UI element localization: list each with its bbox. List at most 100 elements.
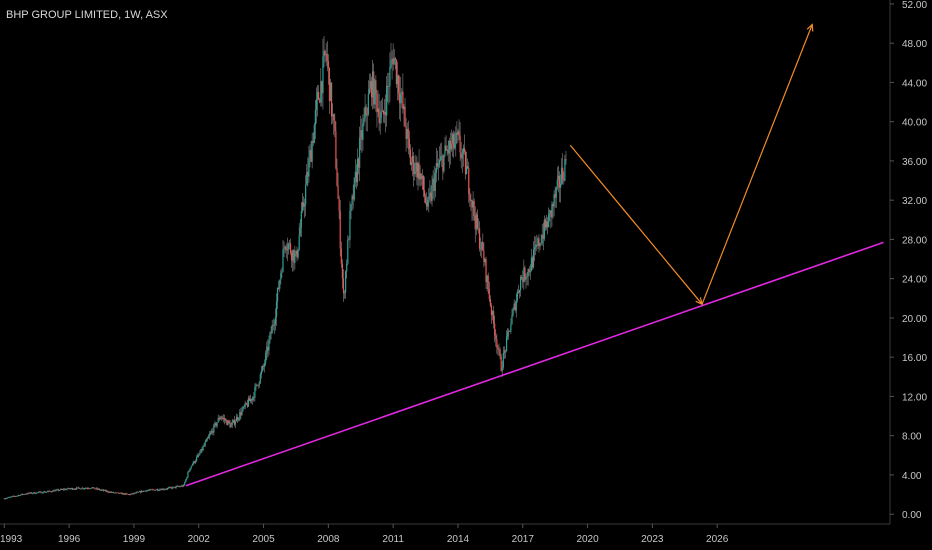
candle-body [402,91,404,110]
candle-body [302,202,305,207]
candle-body [42,491,44,493]
y-tick-label: 28.00 [902,235,927,246]
candle-body [461,153,463,159]
candle-body [21,493,23,495]
projection-arrow[interactable] [569,144,703,306]
candle-body [410,162,413,165]
candle-body [27,492,29,494]
candle-body [565,159,567,161]
candle-body [246,404,248,407]
candle-body [557,175,560,180]
candle-body [221,417,224,419]
candle-body [242,406,244,411]
candle-body [532,249,535,268]
candle-body [488,289,490,300]
candle-body [72,489,75,490]
candle-body [431,184,433,201]
candle-body [117,492,119,494]
candle-body [288,243,291,245]
candle-body [555,187,557,198]
candle-body [203,445,205,447]
candle-body [537,238,539,246]
candle-body [89,488,91,490]
candle-body [91,487,93,489]
candle-body [175,486,177,488]
candle-body [132,493,134,495]
candle-body [148,490,150,491]
candle-body [56,489,58,491]
candle-body [500,356,502,372]
candle-body [376,93,378,113]
candle-body [213,424,215,433]
candle-body [330,82,333,117]
candle-body [463,147,466,152]
candle-body [54,490,56,492]
candle-body [472,201,474,208]
candle-body [418,163,420,180]
candle-body [112,492,115,493]
candle-body [58,490,61,491]
candle-body [424,196,427,203]
candle-body [224,418,226,421]
candle-body [238,418,240,420]
candle-body [29,492,31,494]
candle-body [78,487,80,489]
candle-body [416,162,418,178]
candle-body [260,370,262,375]
candle-body [563,178,565,181]
candle-body [451,133,454,144]
candle-body [271,325,273,334]
candle-body [448,140,450,154]
candle-body [66,488,68,490]
candle-body [162,488,164,490]
candle-body [144,490,146,492]
candle-body [320,81,322,103]
candle-body [161,488,163,491]
candle-body [395,59,397,85]
drawing-annotations[interactable] [185,23,884,487]
candle-body [379,117,381,124]
candle-body [482,241,484,252]
x-tick-label: 2017 [512,534,535,545]
candle-body [211,430,213,433]
candle-body [384,112,387,116]
candle-body [413,155,415,174]
candle-body [478,228,481,249]
candle-body [24,494,26,495]
candle-body [36,492,38,494]
candle-body [300,210,302,228]
support-trendline[interactable] [185,241,884,487]
candle-body [437,164,440,167]
candle-body [483,251,485,262]
candle-body [38,491,40,493]
candle-body [251,399,253,401]
candle-body [154,489,157,491]
candle-body [404,106,406,127]
projection-arrow[interactable] [701,23,814,305]
candle-body [292,250,294,261]
candle-body [372,71,374,98]
candle-body [435,163,437,173]
candle-body [490,305,493,315]
candle-body [194,460,197,463]
y-tick-label: 48.00 [902,39,927,50]
candle-body [399,92,401,104]
candle-body [542,234,544,239]
candle-body [527,269,529,277]
candle-body [219,417,221,420]
y-tick-label: 4.00 [902,471,922,482]
candle-body [391,58,393,61]
candle-body [226,419,228,425]
candle-body [183,484,185,487]
candle-body [180,485,183,487]
candle-body [40,491,42,493]
candle-body [305,185,307,205]
candle-body [118,492,120,494]
candle-body [422,175,424,191]
candle-body [208,434,211,437]
candle-body [541,234,543,244]
candle-body [32,492,35,494]
candle-body [368,89,370,95]
candle-body [215,423,217,426]
